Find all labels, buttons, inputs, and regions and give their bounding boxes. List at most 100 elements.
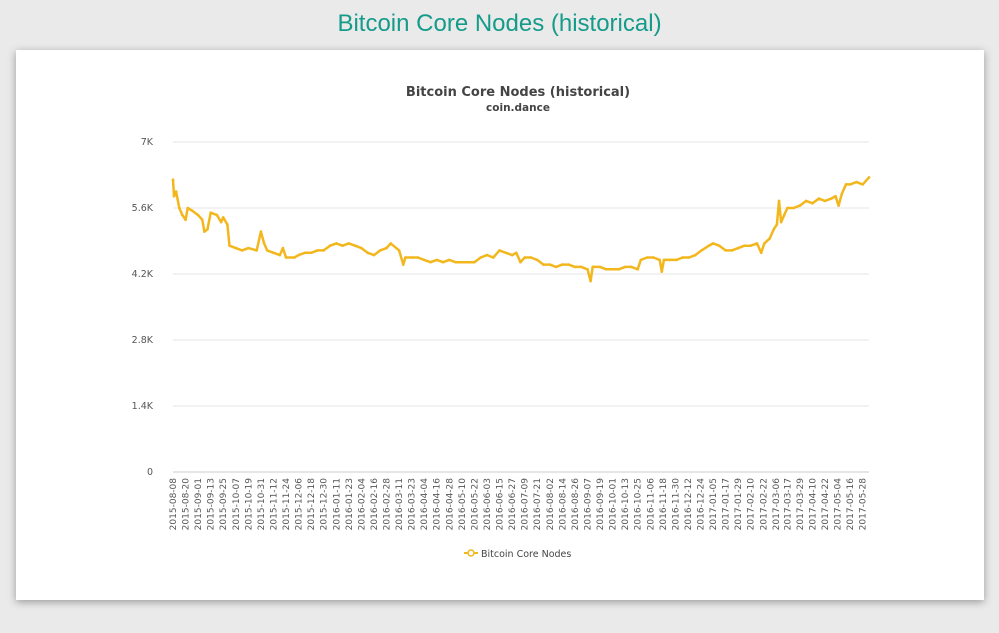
data-point: [278, 253, 282, 257]
data-point: [837, 204, 840, 207]
data-point: [429, 260, 432, 264]
data-point: [658, 258, 661, 262]
data-point: [589, 279, 592, 283]
data-point: [749, 244, 752, 247]
x-tick-label: 2017-02-10: [747, 478, 757, 531]
x-tick-label: 2016-09-19: [596, 478, 606, 531]
data-point: [792, 206, 795, 210]
data-point: [617, 268, 621, 271]
data-point: [297, 253, 300, 257]
data-point: [184, 218, 187, 222]
data-point: [775, 223, 779, 226]
data-point: [687, 256, 691, 259]
x-tick-label: 2016-04-04: [420, 478, 430, 531]
data-point: [772, 227, 776, 231]
data-point: [840, 192, 844, 196]
data-point: [743, 244, 746, 247]
x-tick-label: 2016-03-23: [408, 478, 418, 530]
data-point: [206, 227, 209, 231]
data-point: [479, 256, 483, 259]
y-tick-label: 2.8K: [132, 335, 154, 346]
data-point: [630, 265, 633, 269]
x-tick-label: 2016-07-09: [521, 478, 531, 531]
data-point: [554, 265, 558, 269]
data-point: [779, 220, 783, 224]
x-tick-label: 2016-05-22: [470, 478, 480, 530]
y-tick-label: 4.2K: [132, 269, 154, 280]
y-tick-label: 7K: [141, 137, 154, 148]
data-point: [272, 251, 275, 255]
data-point: [523, 256, 526, 259]
data-point: [410, 256, 413, 259]
data-point: [265, 249, 269, 252]
page-title: Bitcoin Core Nodes (historical): [337, 10, 662, 37]
data-point: [567, 263, 570, 266]
x-tick-label: 2017-04-10: [808, 478, 818, 531]
data-point: [466, 260, 470, 264]
data-point: [548, 263, 552, 266]
data-point: [662, 258, 666, 262]
data-point: [605, 268, 608, 271]
data-point: [303, 251, 307, 255]
data-point: [485, 253, 489, 257]
series-line: [171, 176, 871, 283]
x-tick-label: 2017-05-28: [859, 478, 869, 531]
data-point: [259, 230, 263, 233]
x-tick-label: 2016-08-14: [558, 478, 568, 531]
data-point: [181, 213, 184, 217]
x-axis-tick-labels: 2015-08-08 2015-08-20 2015-09-01 2015-09-13…: [169, 478, 869, 531]
data-point: [284, 256, 288, 259]
data-point: [473, 260, 476, 264]
x-tick-label: 2016-06-27: [508, 478, 518, 530]
x-tick-label: 2016-01-11: [332, 478, 342, 530]
data-point: [844, 183, 848, 186]
data-point: [645, 256, 649, 259]
data-point: [353, 244, 357, 247]
data-point: [786, 206, 789, 210]
data-point: [416, 256, 420, 259]
x-tick-label: 2015-11-24: [282, 478, 292, 531]
data-point: [240, 249, 244, 252]
x-tick-label: 2016-10-13: [621, 478, 631, 530]
data-point: [598, 265, 602, 269]
data-point: [347, 242, 351, 245]
chart-title: Bitcoin Core Nodes (historical): [406, 85, 630, 100]
data-point: [385, 246, 388, 250]
x-tick-label: 2017-05-04: [834, 478, 844, 531]
x-tick-label: 2016-10-25: [634, 478, 644, 530]
data-point: [867, 176, 871, 179]
data-point: [460, 260, 464, 264]
x-tick-label: 2015-10-19: [244, 478, 254, 531]
data-point: [492, 256, 495, 259]
data-point: [226, 223, 229, 226]
data-point: [636, 268, 639, 271]
x-tick-label: 2017-01-17: [722, 478, 732, 530]
y-tick-label: 0: [147, 467, 153, 478]
x-tick-label: 2016-06-03: [483, 478, 493, 530]
x-tick-label: 2015-08-20: [182, 478, 192, 531]
data-point: [535, 258, 539, 262]
data-point: [777, 199, 781, 203]
x-tick-label: 2015-09-25: [219, 478, 229, 530]
x-tick-label: 2016-02-04: [357, 478, 367, 531]
data-point: [623, 265, 627, 269]
data-point: [782, 213, 786, 217]
data-point: [234, 246, 238, 250]
x-tick-label: 2015-12-30: [320, 478, 330, 531]
x-tick-label: 2017-01-29: [734, 478, 744, 531]
x-tick-label: 2015-08-08: [169, 478, 179, 531]
x-tick-label: 2016-03-11: [395, 478, 405, 530]
data-point: [174, 190, 178, 193]
data-point: [341, 244, 344, 247]
legend[interactable]: Bitcoin Core Nodes: [464, 549, 571, 560]
data-point: [219, 220, 223, 224]
data-point: [360, 246, 363, 250]
x-tick-label: 2016-11-30: [671, 478, 681, 531]
data-point: [441, 260, 445, 264]
data-point: [203, 230, 206, 233]
x-tick-label: 2015-09-01: [194, 478, 204, 530]
x-tick-label: 2016-01-23: [345, 478, 355, 530]
data-point: [454, 260, 457, 264]
line-chart: Bitcoin Core Nodes (historical) coin.dan…: [132, 85, 871, 560]
data-point: [768, 237, 771, 240]
